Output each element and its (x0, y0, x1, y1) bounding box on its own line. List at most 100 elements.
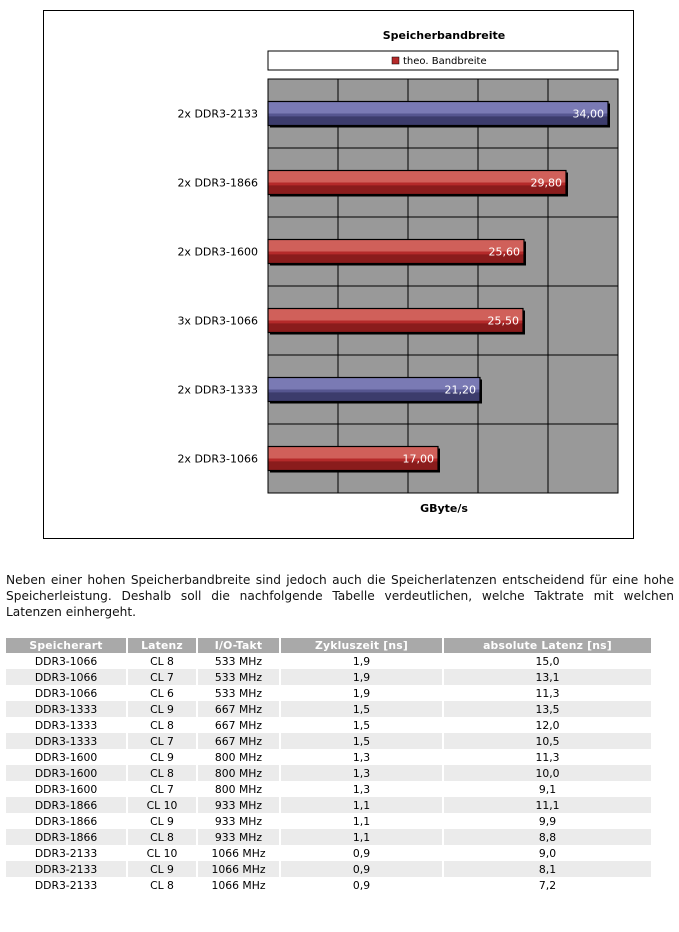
table-row: DDR3-1866 CL 10 933 MHz 1,1 11,1 (6, 797, 653, 813)
legend-label: theo. Bandbreite (403, 56, 487, 67)
table-cell: CL 6 (127, 685, 198, 701)
category-label: 2x DDR3-1866 (177, 177, 258, 190)
table-cell: 0,9 (280, 845, 444, 861)
bar-outline (267, 376, 481, 403)
bar-group: 25,50 (267, 307, 525, 335)
category-label: 2x DDR3-1333 (177, 384, 258, 397)
bar-value-label: 25,50 (488, 315, 520, 328)
table-row: DDR3-1600 CL 9 800 MHz 1,3 11,3 (6, 749, 653, 765)
table-row: DDR3-1066 CL 8 533 MHz 1,9 15,0 (6, 653, 653, 669)
table-cell: DDR3-1866 (6, 813, 128, 829)
table-cell: 800 MHz (197, 781, 281, 797)
table-cell: 13,1 (443, 669, 653, 685)
table-cell: DDR3-1066 (6, 685, 128, 701)
table-row: DDR3-1066 CL 6 533 MHz 1,9 11,3 (6, 685, 653, 701)
table-cell: 667 MHz (197, 717, 281, 733)
table-cell: CL 9 (127, 749, 198, 765)
bar-outline (267, 445, 439, 472)
bar-outline (267, 238, 525, 265)
table-cell: 1,1 (280, 829, 444, 845)
header-speicherart: Speicherart (6, 638, 128, 653)
table-cell: 1,3 (280, 765, 444, 781)
table-cell: DDR3-2133 (6, 861, 128, 877)
table-cell: 1,5 (280, 717, 444, 733)
table-cell: 10,5 (443, 733, 653, 749)
bar-group: 34,00 (267, 100, 610, 128)
legend-swatch (391, 56, 400, 65)
bar-midband (268, 389, 480, 393)
table-cell: DDR3-1600 (6, 749, 128, 765)
table-cell: 1,3 (280, 749, 444, 765)
description-paragraph: Neben einer hohen Speicherbandbreite sin… (6, 573, 674, 619)
table-cell: 1,5 (280, 701, 444, 717)
table-row: DDR3-2133 CL 9 1066 MHz 0,9 8,1 (6, 861, 653, 877)
table-cell: 7,2 (443, 877, 653, 893)
table-cell: DDR3-2133 (6, 845, 128, 861)
table-cell: 1,5 (280, 733, 444, 749)
bar-group: 21,20 (267, 376, 482, 404)
category-label: 2x DDR3-1066 (177, 453, 258, 466)
table-cell: 667 MHz (197, 733, 281, 749)
table-row: DDR3-1066 CL 7 533 MHz 1,9 13,1 (6, 669, 653, 685)
table-cell: 11,1 (443, 797, 653, 813)
table-cell: CL 7 (127, 733, 198, 749)
table-cell: CL 7 (127, 781, 198, 797)
table-cell: CL 8 (127, 765, 198, 781)
x-axis-label: GByte/s (420, 502, 468, 515)
table-cell: 667 MHz (197, 701, 281, 717)
table-cell: 1,1 (280, 797, 444, 813)
table-cell: 0,9 (280, 861, 444, 877)
table-cell: 800 MHz (197, 749, 281, 765)
table-cell: CL 8 (127, 877, 198, 893)
bar-midband (268, 251, 524, 255)
bar-group: 25,60 (267, 238, 526, 266)
bar-midband (268, 458, 438, 462)
table-cell: 1066 MHz (197, 877, 281, 893)
table-cell: 9,1 (443, 781, 653, 797)
table-row: DDR3-1333 CL 8 667 MHz 1,5 12,0 (6, 717, 653, 733)
bar-value-label: 25,60 (489, 246, 521, 259)
table-cell: 533 MHz (197, 669, 281, 685)
table-cell: 533 MHz (197, 685, 281, 701)
table-cell: DDR3-1333 (6, 701, 128, 717)
table-cell: CL 8 (127, 717, 198, 733)
table-cell: 13,5 (443, 701, 653, 717)
table-cell: DDR3-1600 (6, 765, 128, 781)
table-row: DDR3-1600 CL 8 800 MHz 1,3 10,0 (6, 765, 653, 781)
bar-highlight (268, 101, 608, 114)
bar-value-label: 34,00 (573, 108, 605, 121)
latency-table: Speicherart Latenz I/O-Takt Zykluszeit [… (6, 638, 653, 893)
bar-outline (267, 307, 524, 334)
category-label: 2x DDR3-1600 (177, 246, 258, 259)
bar-midband (268, 113, 608, 117)
table-cell: 11,3 (443, 685, 653, 701)
table-cell: 15,0 (443, 653, 653, 669)
table-cell: DDR3-1866 (6, 829, 128, 845)
table-cell: 12,0 (443, 717, 653, 733)
bar-highlight (268, 239, 524, 252)
table-row: DDR3-1333 CL 9 667 MHz 1,5 13,5 (6, 701, 653, 717)
bar-highlight (268, 170, 566, 183)
bandwidth-chart: Speicherbandbreite theo. Bandbreite 34,0… (177, 29, 619, 515)
table-cell: 533 MHz (197, 653, 281, 669)
table-cell: DDR3-1066 (6, 653, 128, 669)
bar-group: 17,00 (267, 445, 440, 473)
table-cell: CL 8 (127, 829, 198, 845)
table-cell: CL 9 (127, 813, 198, 829)
bar-group: 29,80 (267, 169, 568, 197)
table-cell: 800 MHz (197, 765, 281, 781)
table-cell: 0,9 (280, 877, 444, 893)
bar-outline (267, 169, 567, 196)
bar-midband (268, 182, 566, 186)
table-cell: 9,9 (443, 813, 653, 829)
bar-highlight (268, 308, 523, 321)
table-cell: CL 7 (127, 669, 198, 685)
table-cell: CL 9 (127, 861, 198, 877)
bar-highlight (268, 446, 438, 459)
table-row: DDR3-1866 CL 8 933 MHz 1,1 8,8 (6, 829, 653, 845)
table-row: DDR3-1866 CL 9 933 MHz 1,1 9,9 (6, 813, 653, 829)
table-cell: 10,0 (443, 765, 653, 781)
table-row: DDR3-1333 CL 7 667 MHz 1,5 10,5 (6, 733, 653, 749)
table-cell: 933 MHz (197, 813, 281, 829)
table-header-row: Speicherart Latenz I/O-Takt Zykluszeit [… (6, 638, 653, 653)
